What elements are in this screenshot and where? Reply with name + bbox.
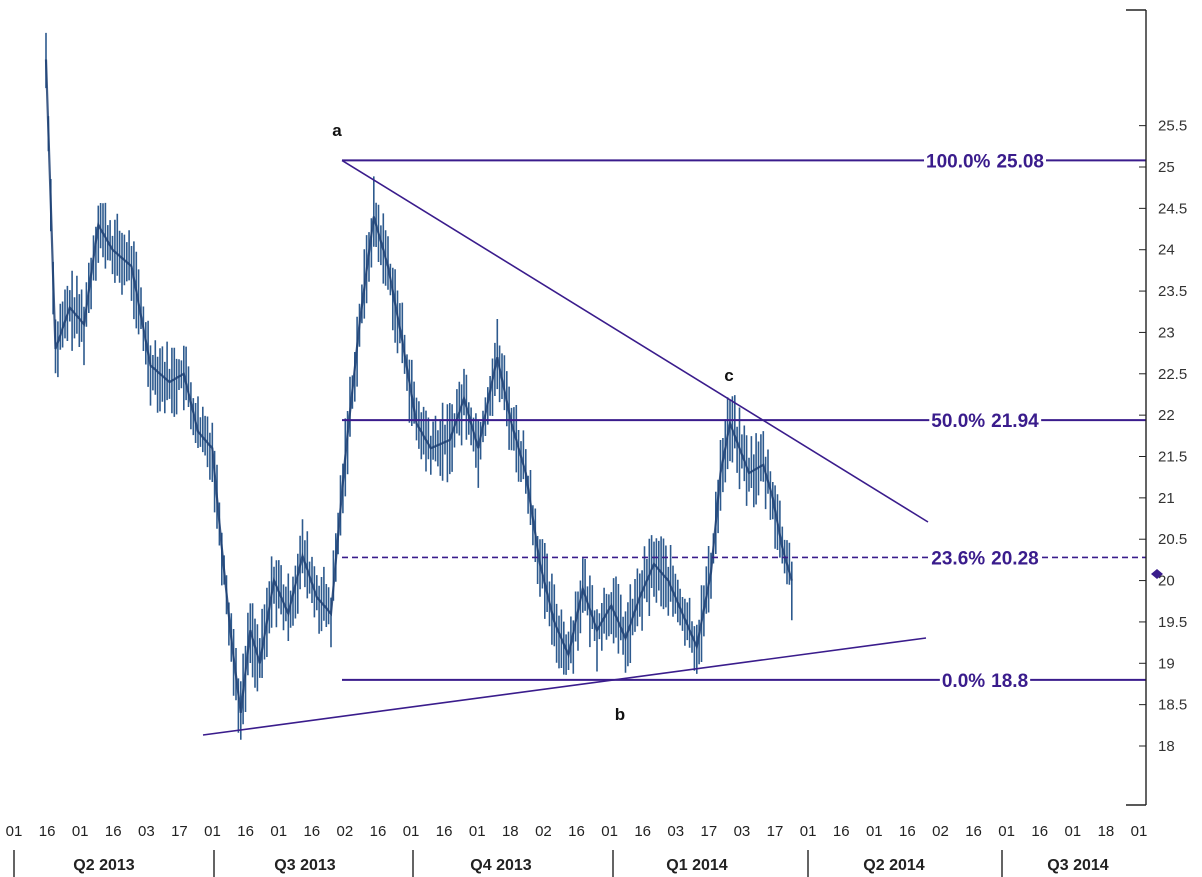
- x-tick-label: 16: [303, 823, 320, 840]
- fib-label-2: 23.6% 20.28: [931, 548, 1038, 569]
- quarter-label: Q2 2014: [863, 857, 924, 874]
- fibonacci-levels: 100.0% 25.08 50.0% 21.94 23.6% 20.28 0.0% 18.8: [342, 151, 1146, 692]
- y-tick-label: 23.5: [1158, 283, 1187, 300]
- x-axis: 01 16 01 16 03 17 01 16 01 16 02 16 01 16 01 18 02 16 01 16…: [6, 823, 1148, 877]
- x-tick-label: 16: [237, 823, 254, 840]
- x-tick-label: 16: [634, 823, 651, 840]
- x-tick-label: 02: [932, 823, 949, 840]
- x-tick-label: 01: [1131, 823, 1148, 840]
- x-tick-label: 16: [370, 823, 387, 840]
- y-tick-label: 18.5: [1158, 697, 1187, 714]
- y-tick-label: 25: [1158, 159, 1175, 176]
- quarter-label: Q4 2013: [470, 857, 531, 874]
- fib-percent: 0.0%: [942, 671, 985, 692]
- quarter-label: Q3 2013: [274, 857, 335, 874]
- y-tick-label: 20: [1158, 573, 1175, 590]
- swing-point-labels: a b c: [332, 121, 733, 724]
- lower-trendline: [202, 637, 927, 736]
- fib-label-1: 50.0% 21.94: [931, 411, 1039, 432]
- x-tick-label: 17: [171, 823, 188, 840]
- y-tick-label: 24: [1158, 242, 1175, 259]
- x-tick-label: 18: [502, 823, 519, 840]
- x-tick-label: 01: [866, 823, 883, 840]
- fib-label-bg-1: [929, 411, 1042, 433]
- trendlines: [202, 159, 929, 736]
- x-tick-label: 03: [138, 823, 155, 840]
- current-price-marker: [1151, 569, 1163, 579]
- x-tick-label: 02: [337, 823, 354, 840]
- price-series: [44, 32, 793, 740]
- point-label-a: a: [332, 121, 342, 140]
- x-tick-label: 03: [734, 823, 751, 840]
- x-tick-label: 16: [1031, 823, 1048, 840]
- y-tick-label: 20.5: [1158, 531, 1187, 548]
- y-tick-label: 22.5: [1158, 366, 1187, 383]
- y-tick-label: 21.5: [1158, 449, 1187, 466]
- fib-value: 25.08: [996, 151, 1044, 172]
- x-tick-label: 16: [568, 823, 585, 840]
- x-tick-label: 01: [1064, 823, 1081, 840]
- y-tick-label: 19.5: [1158, 614, 1187, 631]
- x-tick-label: 01: [998, 823, 1015, 840]
- x-tick-label: 16: [899, 823, 916, 840]
- fib-value: 18.8: [991, 671, 1028, 692]
- y-tick-label: 19: [1158, 655, 1175, 672]
- price-bars: [45, 32, 793, 740]
- quarter-label: Q2 2013: [73, 857, 134, 874]
- x-tick-label: 17: [767, 823, 784, 840]
- x-tick-label: 18: [1098, 823, 1115, 840]
- quarter-label: Q1 2014: [666, 857, 727, 874]
- fib-percent: 100.0%: [926, 151, 991, 172]
- x-tick-label: 16: [833, 823, 850, 840]
- price-line: [44, 59, 793, 714]
- x-tick-label: 02: [535, 823, 552, 840]
- point-label-c: c: [724, 366, 733, 385]
- x-tick-label: 01: [270, 823, 287, 840]
- x-tick-label: 01: [469, 823, 486, 840]
- x-tick-label: 01: [800, 823, 817, 840]
- x-tick-label: 16: [105, 823, 122, 840]
- y-tick-label: 23: [1158, 324, 1175, 341]
- fib-label-bg-3: [939, 670, 1031, 692]
- x-tick-label: 01: [204, 823, 221, 840]
- fib-percent: 50.0%: [931, 411, 985, 432]
- y-tick-label: 24.5: [1158, 200, 1187, 217]
- x-tick-label: 01: [601, 823, 618, 840]
- x-tick-label: 16: [965, 823, 982, 840]
- fib-label-bg-0: [924, 151, 1046, 173]
- x-tick-label: 17: [701, 823, 718, 840]
- x-tick-label: 01: [6, 823, 23, 840]
- x-tick-label: 16: [39, 823, 56, 840]
- fib-label-3: 0.0% 18.8: [942, 671, 1028, 692]
- y-tick-label: 18: [1158, 738, 1175, 755]
- fib-value: 21.94: [991, 411, 1039, 432]
- x-tick-label: 03: [667, 823, 684, 840]
- x-tick-label: 01: [403, 823, 420, 840]
- y-tick-label: 25.5: [1158, 118, 1187, 135]
- upper-trendline: [341, 159, 929, 523]
- fib-label-0: 100.0% 25.08: [926, 151, 1044, 172]
- fib-percent: 23.6%: [931, 548, 985, 569]
- quarter-label: Q3 2014: [1047, 857, 1108, 874]
- x-tick-label: 01: [72, 823, 89, 840]
- fib-value: 20.28: [991, 548, 1039, 569]
- y-tick-label: 21: [1158, 490, 1175, 507]
- y-tick-label: 22: [1158, 407, 1175, 424]
- y-axis: 18 18.5 19 19.5 20 20.5 21 21.5 22 22.5 23 23.5 24 24…: [1126, 9, 1187, 806]
- x-tick-label: 16: [436, 823, 453, 840]
- point-label-b: b: [615, 705, 625, 724]
- fib-label-bg-2: [929, 548, 1041, 570]
